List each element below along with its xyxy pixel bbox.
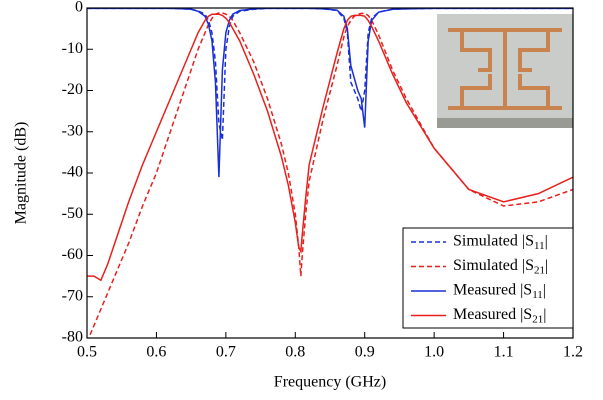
y-tick-label: -50 [62, 205, 83, 222]
y-tick-label: -60 [62, 246, 83, 263]
x-tick-label: 0.5 [77, 344, 97, 361]
y-tick-label: -30 [62, 122, 83, 139]
y-axis-label: Magnitude (dB) [13, 122, 30, 225]
legend-label: Measured |S21| [453, 306, 546, 325]
y-tick-label: -10 [62, 40, 83, 57]
inset-circuit [448, 28, 562, 110]
axes: 0.5 0.6 0.7 0.8 0.9 1.0 1.1 1.2 0 -10 -20 -30 -40 -50… [62, 0, 583, 361]
y-tick-label: 0 [75, 0, 83, 16]
x-tick-label: 1.0 [424, 344, 444, 361]
legend: Simulated |S11| Simulated |S21| Measured |… [411, 233, 548, 325]
inset-ruler [437, 118, 573, 128]
x-axis-label: Frequency (GHz) [274, 374, 386, 391]
y-tick-label: -20 [62, 81, 83, 98]
legend-label: Simulated |S11| [453, 233, 548, 252]
series-line [87, 13, 573, 282]
legend-box [402, 227, 574, 329]
x-tick-label: 0.9 [355, 344, 375, 361]
legend-label: Simulated |S21| [453, 257, 548, 276]
series-line [87, 12, 573, 338]
x-tick-label: 0.8 [285, 344, 305, 361]
x-tick-label: 0.6 [146, 344, 166, 361]
y-tick-label: -70 [62, 287, 83, 304]
x-tick-label: 1.1 [494, 344, 514, 361]
legend-label: Measured |S11| [453, 282, 546, 301]
x-tick-label: 1.2 [563, 344, 583, 361]
y-tick-label: -40 [62, 164, 83, 181]
x-tick-label: 0.7 [216, 344, 236, 361]
y-tick-label: -80 [62, 329, 83, 346]
inset-photo [437, 14, 573, 128]
